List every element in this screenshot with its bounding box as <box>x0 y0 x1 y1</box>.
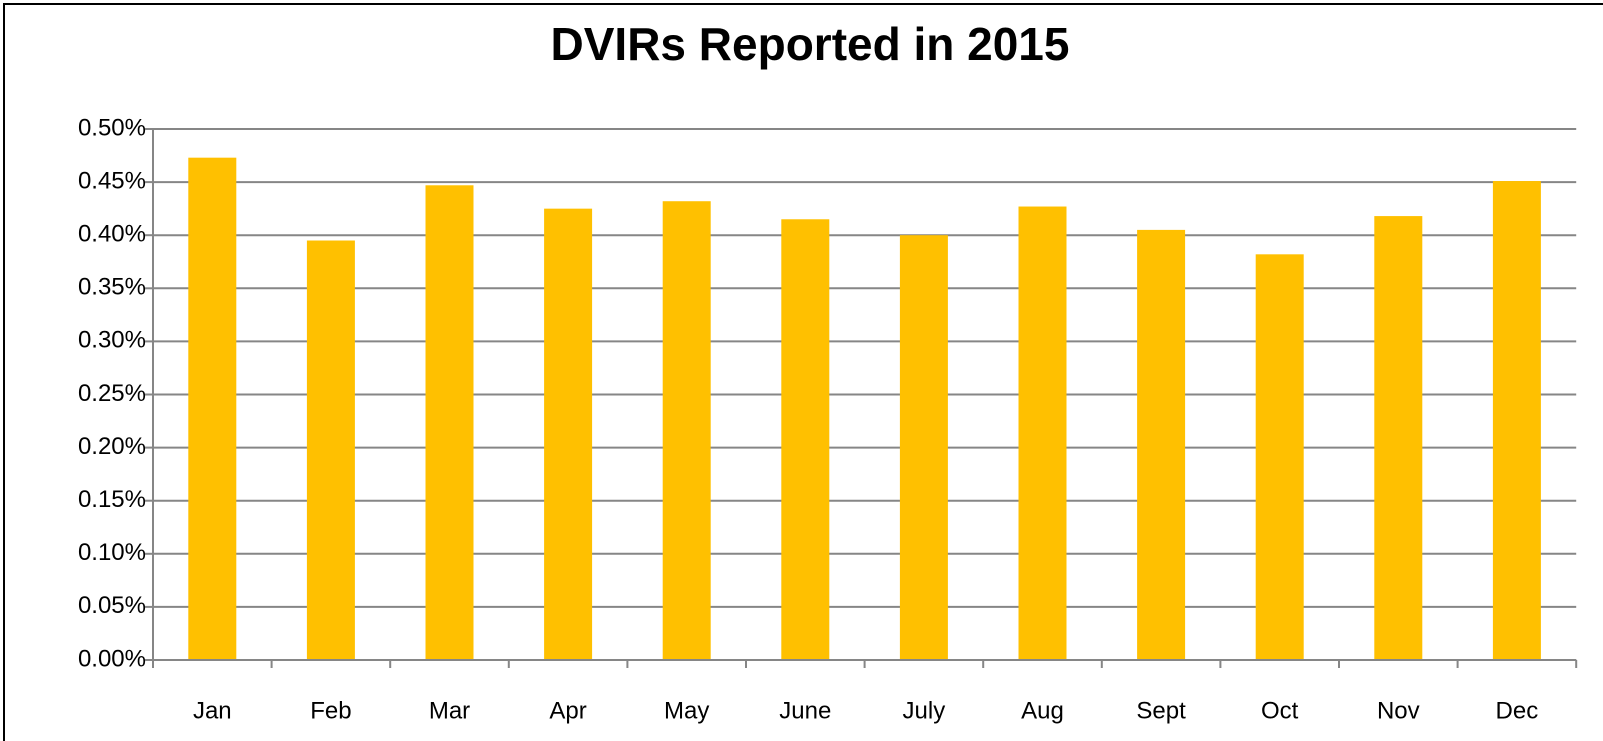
x-tick-label: Feb <box>310 697 351 724</box>
chart-title: DVIRs Reported in 2015 <box>551 18 1070 70</box>
y-tick-label: 0.40% <box>78 221 146 248</box>
y-tick-label: 0.15% <box>78 486 146 513</box>
y-tick-label: 0.35% <box>78 274 146 301</box>
x-tick-label: Jan <box>193 697 232 724</box>
x-tick-label: Mar <box>429 697 470 724</box>
x-tick-label: Apr <box>549 697 586 724</box>
y-tick-label: 0.20% <box>78 433 146 460</box>
bar <box>1018 206 1067 660</box>
bar <box>544 208 593 660</box>
y-tick-label: 0.50% <box>78 114 146 141</box>
x-tick-label: Dec <box>1496 697 1539 724</box>
bar <box>899 235 948 660</box>
bar <box>781 219 830 660</box>
bar <box>188 157 237 660</box>
bar <box>1374 216 1423 661</box>
y-tick-label: 0.00% <box>78 645 146 672</box>
bar <box>662 201 711 660</box>
x-tick-label: Sept <box>1136 697 1186 724</box>
bar <box>425 185 474 660</box>
bar <box>1137 229 1186 660</box>
y-tick-label: 0.30% <box>78 327 146 354</box>
x-tick-label: Aug <box>1021 697 1064 724</box>
x-tick-label: May <box>664 697 709 724</box>
x-tick-label: July <box>903 697 946 724</box>
y-tick-label: 0.45% <box>78 167 146 194</box>
x-tick-label: Oct <box>1261 697 1299 724</box>
x-tick-label: June <box>779 697 831 724</box>
bar <box>1255 254 1304 661</box>
x-tick-label: Nov <box>1377 697 1420 724</box>
y-tick-label: 0.10% <box>78 539 146 566</box>
bar <box>1492 181 1541 660</box>
y-tick-label: 0.05% <box>78 592 146 619</box>
y-tick-label: 0.25% <box>78 380 146 407</box>
bar <box>306 240 355 660</box>
